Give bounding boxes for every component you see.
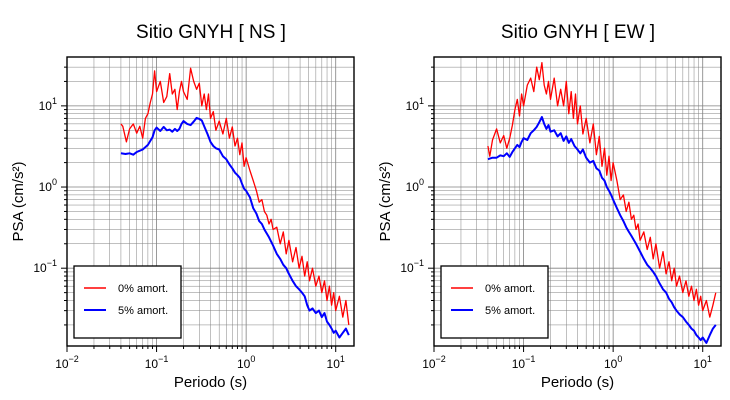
legend-label: 0% amort. bbox=[118, 283, 168, 295]
x-tick-label: 100 bbox=[604, 354, 622, 371]
x-tick-label: 100 bbox=[237, 354, 255, 371]
chart-title: Sitio GNYH [ NS ] bbox=[136, 22, 286, 43]
legend-box bbox=[440, 265, 549, 339]
series-line-blue bbox=[487, 116, 717, 344]
x-tick-label: 101 bbox=[694, 354, 712, 371]
y-tick-label: 10−1 bbox=[33, 258, 57, 275]
series-line-red bbox=[120, 67, 350, 325]
chart-panel-2: 10−2 10−1 100 101 10−1 100 101 Sitio GNYH [ EW … bbox=[377, 22, 722, 391]
ticks bbox=[61, 66, 337, 352]
series-line-red bbox=[487, 62, 717, 318]
y-tick-label: 100 bbox=[39, 177, 57, 194]
series-group bbox=[120, 67, 350, 339]
y-axis-label: PSA (cm/s²) bbox=[377, 161, 394, 241]
y-tick-label: 10−1 bbox=[400, 258, 424, 275]
chart-title: Sitio GNYH [ EW ] bbox=[501, 22, 655, 43]
x-axis-label: Periodo (s) bbox=[174, 374, 247, 391]
legend: 0% amort. 5% amort. bbox=[440, 265, 549, 339]
x-tick-label: 101 bbox=[327, 354, 345, 371]
x-tick-label: 10−2 bbox=[422, 354, 446, 371]
legend-label: 0% amort. bbox=[485, 283, 535, 295]
y-tick-label: 101 bbox=[39, 96, 57, 113]
legend-box bbox=[73, 265, 182, 339]
x-axis-label: Periodo (s) bbox=[541, 374, 614, 391]
chart-panel-1: 10−2 10−1 100 101 10−1 100 101 Sitio GNYH [ NS … bbox=[10, 22, 355, 391]
y-tick-label: 100 bbox=[406, 177, 424, 194]
y-axis-label: PSA (cm/s²) bbox=[10, 161, 27, 241]
y-tick-label: 101 bbox=[406, 96, 424, 113]
legend-label: 5% amort. bbox=[118, 305, 168, 317]
legend: 0% amort. 5% amort. bbox=[73, 265, 182, 339]
legend-label: 5% amort. bbox=[485, 305, 535, 317]
x-tick-label: 10−1 bbox=[145, 354, 169, 371]
ticks bbox=[428, 66, 704, 352]
x-tick-label: 10−1 bbox=[512, 354, 536, 371]
x-tick-label: 10−2 bbox=[55, 354, 79, 371]
series-line-blue bbox=[120, 116, 350, 339]
series-group bbox=[487, 62, 717, 344]
